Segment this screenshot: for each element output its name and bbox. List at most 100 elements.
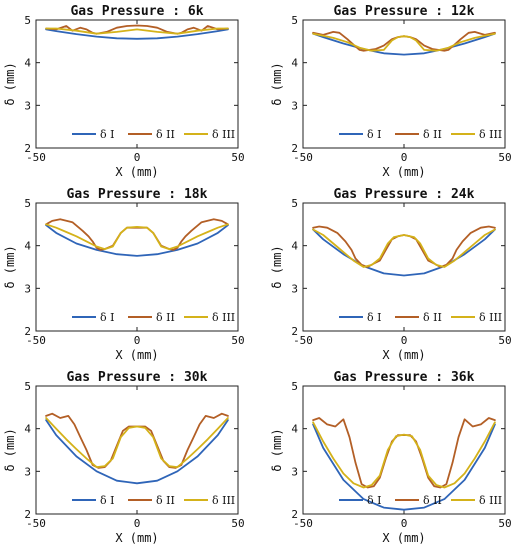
series-line-3 <box>312 421 496 489</box>
legend-label-1: δ I <box>367 494 381 507</box>
chart-panel-2: Gas Pressure : 12k 2 3 4 5 -50 0 50 X (mm) δ (mm)… <box>270 4 512 179</box>
legend-label-1: δ I <box>367 128 381 141</box>
legend-label-2: δ II <box>156 494 175 507</box>
y-tick-label: 4 <box>24 423 31 436</box>
y-tick-label: 4 <box>291 240 298 253</box>
x-tick-label: -50 <box>26 334 46 347</box>
y-tick-label: 3 <box>291 99 298 112</box>
x-tick-label: -50 <box>26 517 46 530</box>
x-tick-label: -50 <box>293 151 313 164</box>
plot-frame <box>35 385 239 515</box>
x-axis-label: X (mm) <box>115 165 158 179</box>
series-line-3 <box>312 32 496 52</box>
y-axis-label: δ (mm) <box>270 62 284 105</box>
y-tick-label: 4 <box>291 57 298 70</box>
x-tick-label: 50 <box>498 334 511 347</box>
legend-label-3: δ III <box>212 494 235 507</box>
series-line-2 <box>45 24 229 35</box>
x-tick-label: -50 <box>26 151 46 164</box>
series-line-2 <box>45 412 229 469</box>
x-tick-label: 0 <box>134 334 141 347</box>
x-tick-label: 0 <box>134 151 141 164</box>
x-axis-label: X (mm) <box>115 348 158 362</box>
legend-label-1: δ I <box>100 494 114 507</box>
y-tick-label: 3 <box>24 282 31 295</box>
chart-panel-1: Gas Pressure : 6k 2 3 4 5 -50 0 50 X (mm) δ (mm) δ… <box>3 4 245 179</box>
legend-label-3: δ III <box>212 128 235 141</box>
chart-panel-5: Gas Pressure : 30k 2 3 4 5 -50 0 50 X (mm) δ (mm)… <box>3 370 245 545</box>
x-tick-label: 0 <box>401 517 408 530</box>
plot-frame <box>35 202 239 332</box>
series-line-2 <box>312 417 496 489</box>
x-tick-label: -50 <box>293 517 313 530</box>
y-axis-label: δ (mm) <box>270 245 284 288</box>
y-tick-label: 3 <box>291 465 298 478</box>
legend-label-2: δ II <box>423 311 442 324</box>
chart-title: Gas Pressure : 36k <box>334 370 475 385</box>
series-line-1 <box>45 224 229 257</box>
y-tick-label: 3 <box>291 282 298 295</box>
x-tick-label: 50 <box>498 151 511 164</box>
y-tick-label: 2 <box>291 325 298 338</box>
series-line-3 <box>312 228 496 268</box>
y-tick-label: 2 <box>24 508 31 521</box>
x-tick-label: 50 <box>498 517 511 530</box>
chart-panel-6: Gas Pressure : 36k 2 3 4 5 -50 0 50 X (mm) δ (mm)… <box>270 370 512 545</box>
legend-label-3: δ III <box>479 494 502 507</box>
x-tick-label: 0 <box>401 334 408 347</box>
y-tick-label: 2 <box>24 142 31 155</box>
chart-title: Gas Pressure : 18k <box>67 187 208 202</box>
y-tick-label: 4 <box>291 423 298 436</box>
legend-label-3: δ III <box>479 311 502 324</box>
x-axis-label: X (mm) <box>382 531 425 545</box>
series-line-1 <box>312 32 496 56</box>
y-tick-label: 2 <box>291 508 298 521</box>
legend-label-2: δ II <box>423 128 442 141</box>
y-tick-label: 4 <box>24 57 31 70</box>
x-axis-label: X (mm) <box>115 531 158 545</box>
y-axis-label: δ (mm) <box>3 428 17 471</box>
series-line-3 <box>45 27 229 35</box>
legend-label-1: δ I <box>100 128 114 141</box>
legend-label-1: δ I <box>367 311 381 324</box>
x-tick-label: -50 <box>293 334 313 347</box>
legend-label-1: δ I <box>100 311 114 324</box>
y-axis-label: δ (mm) <box>3 62 17 105</box>
x-tick-label: 50 <box>231 517 244 530</box>
x-axis-label: X (mm) <box>382 165 425 179</box>
y-axis-label: δ (mm) <box>270 428 284 471</box>
plot-frame <box>302 385 506 515</box>
y-axis-label: δ (mm) <box>3 245 17 288</box>
y-tick-label: 5 <box>24 197 31 210</box>
series-line-1 <box>312 228 496 277</box>
series-line-2 <box>312 30 496 52</box>
y-tick-label: 5 <box>24 14 31 27</box>
plot-frame <box>302 19 506 149</box>
y-tick-label: 3 <box>24 99 31 112</box>
x-tick-label: 0 <box>401 151 408 164</box>
series-line-1 <box>312 423 496 511</box>
chart-title: Gas Pressure : 6k <box>70 4 203 19</box>
y-tick-label: 5 <box>291 14 298 27</box>
legend-label-2: δ II <box>156 128 175 141</box>
series-line-2 <box>312 225 496 268</box>
plot-frame <box>302 202 506 332</box>
series-line-1 <box>45 28 229 40</box>
y-tick-label: 5 <box>291 380 298 393</box>
series-line-3 <box>45 417 229 469</box>
legend-label-2: δ II <box>423 494 442 507</box>
y-tick-label: 5 <box>291 197 298 210</box>
legend-label-2: δ II <box>156 311 175 324</box>
chart-title: Gas Pressure : 30k <box>67 370 208 385</box>
chart-panel-3: Gas Pressure : 18k 2 3 4 5 -50 0 50 X (mm) δ (mm)… <box>3 187 245 362</box>
chart-title: Gas Pressure : 12k <box>334 4 475 19</box>
y-tick-label: 5 <box>24 380 31 393</box>
series-line-3 <box>45 223 229 251</box>
x-tick-label: 0 <box>134 517 141 530</box>
series-line-1 <box>45 419 229 485</box>
chart-title: Gas Pressure : 24k <box>334 187 475 202</box>
legend-label-3: δ III <box>479 128 502 141</box>
y-tick-label: 3 <box>24 465 31 478</box>
legend-label-3: δ III <box>212 311 235 324</box>
